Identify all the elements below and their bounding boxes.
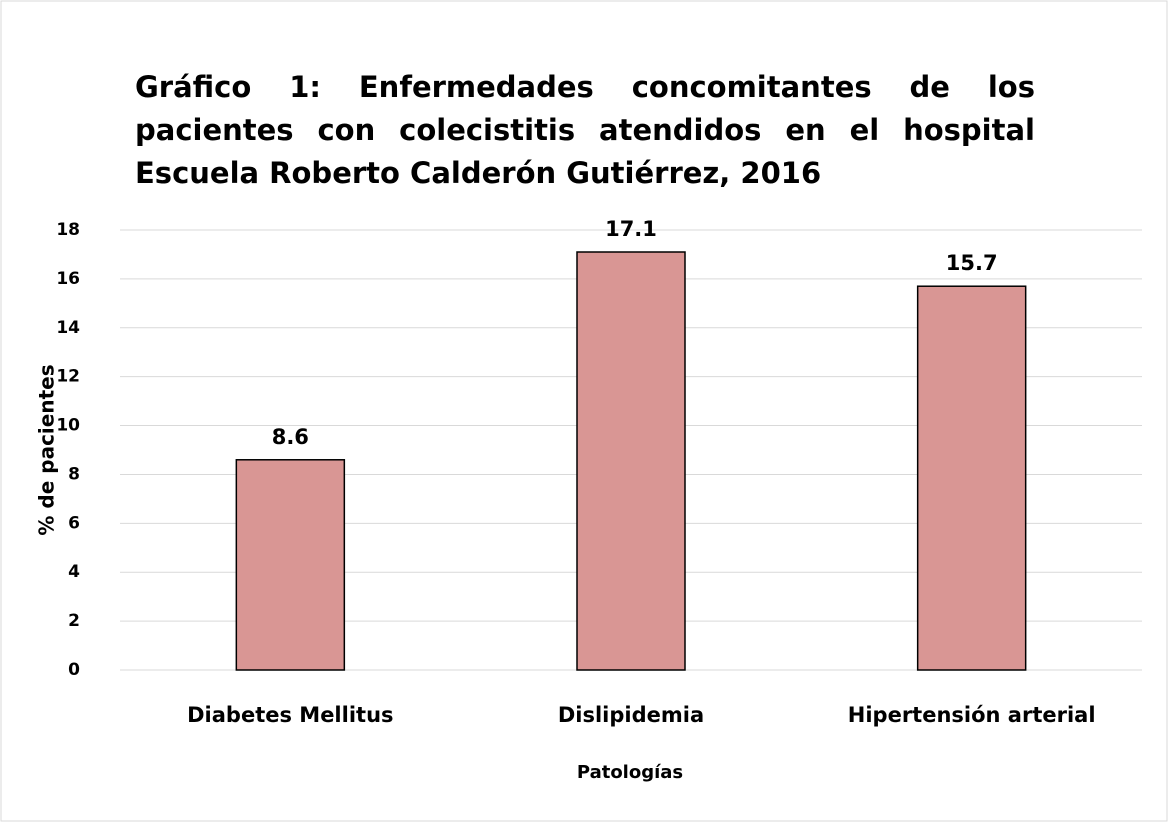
y-tick-label: 10	[56, 416, 80, 436]
x-tick-label: Diabetes Mellitus	[187, 703, 393, 727]
y-tick-label: 0	[68, 660, 80, 680]
y-tick-label: 14	[56, 318, 80, 338]
x-tick-label: Dislipidemia	[558, 703, 704, 727]
y-tick-label: 16	[56, 269, 80, 289]
chart-title: Gráfico 1: Enfermedades concomitantes de…	[135, 70, 1035, 190]
y-tick-label: 4	[68, 562, 80, 582]
y-tick-label: 18	[56, 220, 80, 240]
y-tick-label: 12	[56, 367, 80, 387]
data-label: 17.1	[605, 217, 657, 241]
bar	[235, 459, 346, 671]
x-tick-label: Hipertensión arterial	[848, 703, 1096, 727]
y-tick-label: 2	[68, 611, 80, 631]
bar	[916, 285, 1027, 671]
bar	[576, 251, 686, 671]
data-label: 15.7	[946, 251, 998, 275]
y-tick-label: 8	[68, 464, 80, 484]
y-tick-label: 6	[68, 513, 80, 533]
x-axis-title: Patologías	[577, 762, 683, 783]
y-axis-title: % de pacientes	[35, 364, 59, 535]
data-label: 8.6	[272, 425, 309, 449]
